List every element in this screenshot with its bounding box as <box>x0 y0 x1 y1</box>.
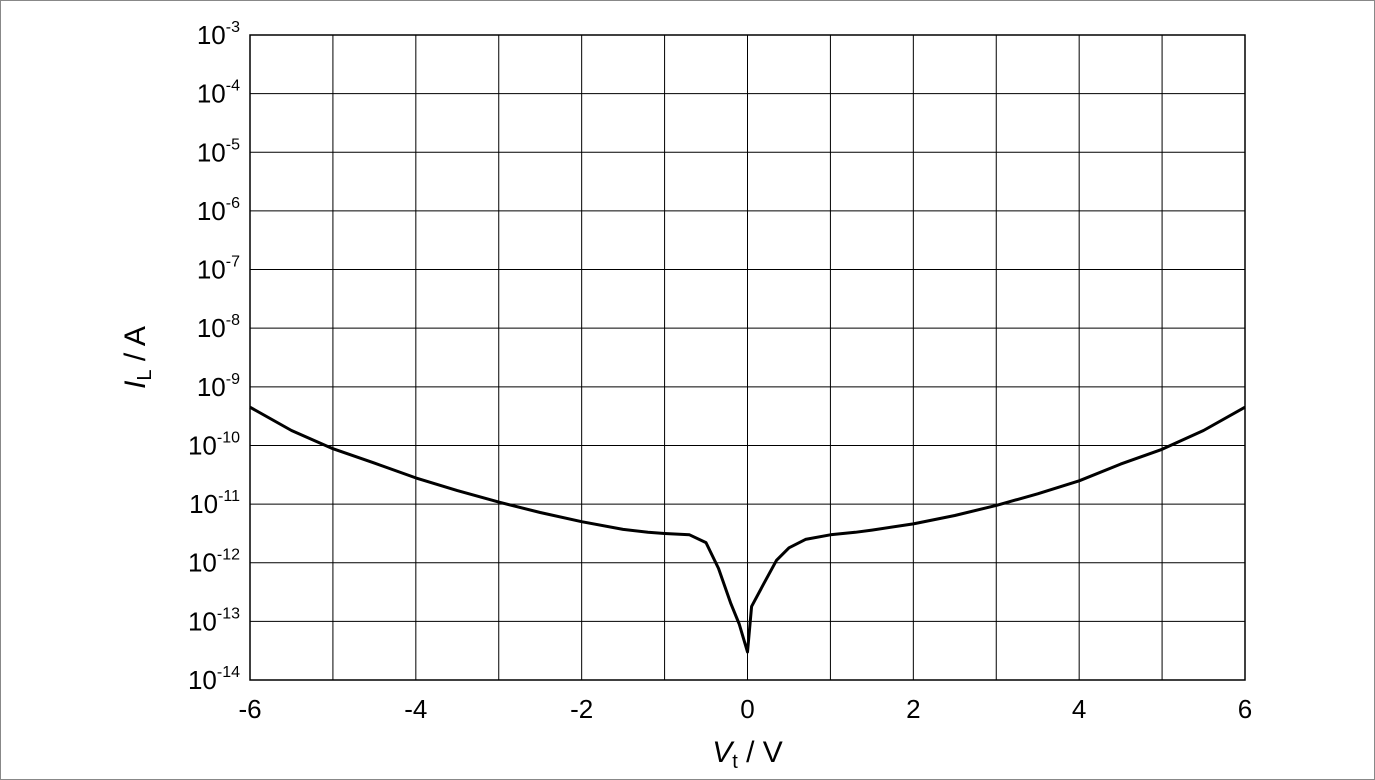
y-axis-symbol: I <box>119 381 152 389</box>
y-tick-label: 10-7 <box>197 254 240 285</box>
y-tick-label: 10-12 <box>188 547 240 578</box>
x-axis-subscript: t <box>732 751 738 773</box>
x-tick-labels: -6 -4 -2 0 2 4 6 <box>238 694 1252 724</box>
plot-area <box>249 34 1246 681</box>
x-tick-label: 6 <box>1238 694 1252 724</box>
x-axis-label: Vt / V <box>712 736 783 773</box>
y-tick-labels: 10-14 10-13 10-12 10-11 10-10 10-9 10-8 10-7 10-… <box>188 19 240 695</box>
x-axis-symbol: V <box>712 736 735 769</box>
y-tick-label: 10-8 <box>197 312 240 343</box>
y-tick-label: 10-10 <box>188 429 240 460</box>
y-tick-label: 10-5 <box>197 136 240 167</box>
y-axis-label: IL / A <box>119 326 156 389</box>
y-axis-unit: / A <box>119 326 152 369</box>
y-tick-label: 10-11 <box>189 488 240 519</box>
y-tick-label: 10-3 <box>197 19 240 50</box>
grid-lines <box>249 34 1246 681</box>
y-tick-label: 10-13 <box>188 605 240 636</box>
x-tick-label: -2 <box>570 694 593 724</box>
x-tick-label: -4 <box>404 694 427 724</box>
y-tick-label: 10-6 <box>197 195 240 226</box>
series-line <box>249 405 1246 654</box>
y-tick-label: 10-9 <box>197 371 240 402</box>
x-tick-label: 4 <box>1072 694 1086 724</box>
x-axis-unit: / V <box>738 736 783 769</box>
x-tick-label: 0 <box>740 694 754 724</box>
y-tick-label: 10-4 <box>197 78 240 109</box>
x-tick-label: 2 <box>906 694 920 724</box>
x-tick-label: -6 <box>238 694 261 724</box>
y-axis-subscript: L <box>134 369 156 380</box>
y-tick-label: 10-14 <box>188 664 240 695</box>
